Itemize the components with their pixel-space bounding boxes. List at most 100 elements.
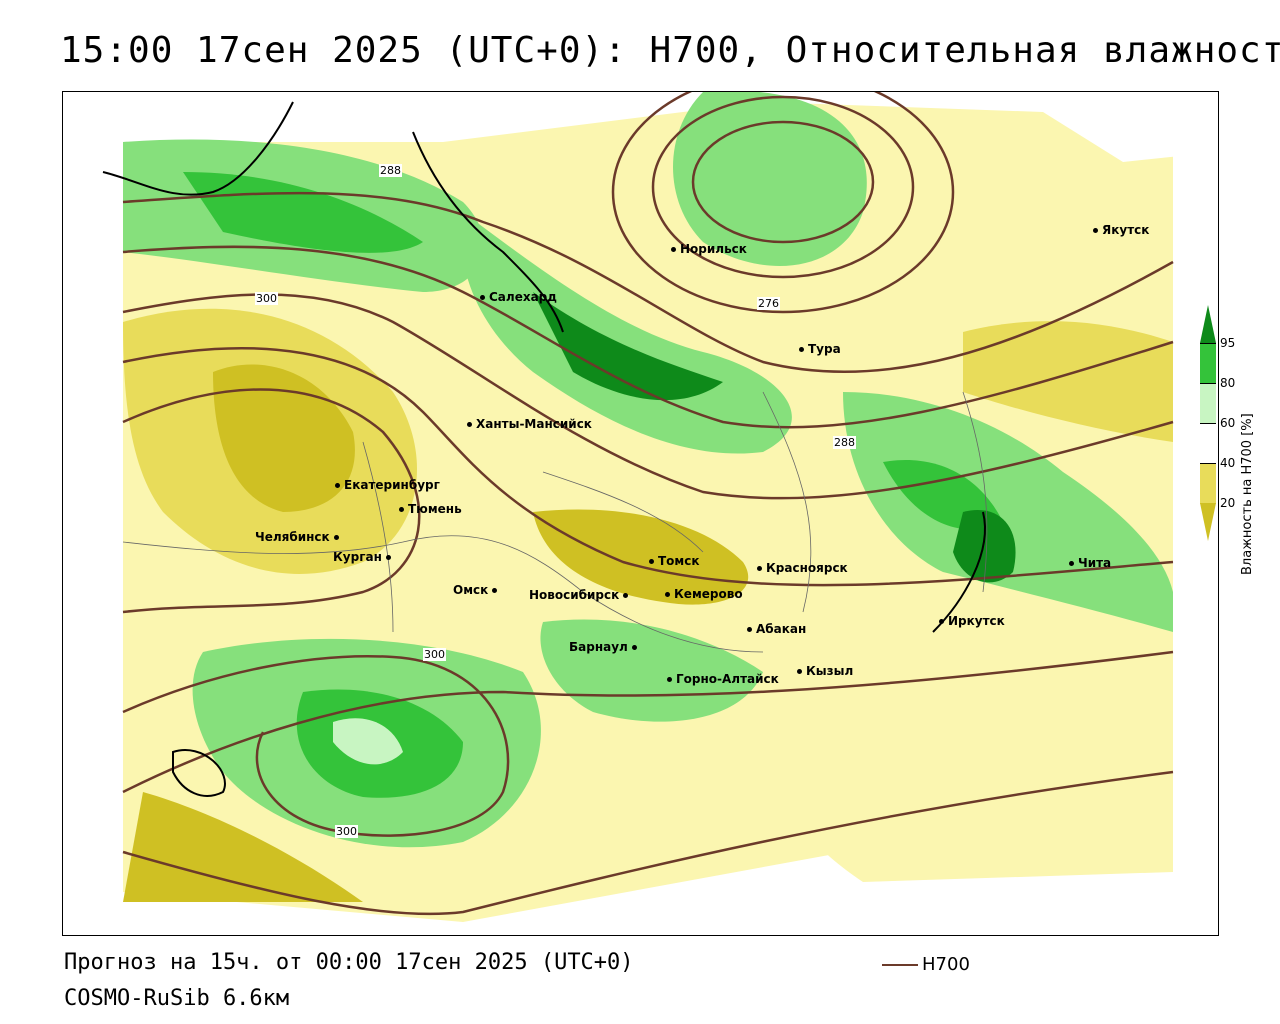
isoline <box>122 388 421 614</box>
city-marker[interactable]: Барнаул <box>569 640 641 654</box>
wet-core-west-siberia <box>533 292 723 401</box>
isoline-label: 300 <box>335 825 358 838</box>
light-zone-kazakhstan <box>333 718 403 765</box>
city-label: Тюмень <box>408 502 462 516</box>
isoline <box>122 191 1174 374</box>
no-data-north <box>63 92 1218 162</box>
coastline-ob-bay <box>412 131 564 333</box>
isoline-label: 300 <box>255 292 278 305</box>
isoline-label: 288 <box>833 436 856 449</box>
city-dot-icon <box>799 347 804 352</box>
isoline <box>122 346 1174 587</box>
humidity-field <box>63 92 1218 935</box>
city-dot-icon <box>623 593 629 598</box>
city-dot-icon <box>399 507 404 512</box>
city-label: Салехард <box>489 290 557 304</box>
map-title: 15:00 17сен 2025 (UTC+0): H700, Относите… <box>60 30 1280 71</box>
city-marker[interactable]: Омск <box>453 583 501 597</box>
city-label: Барнаул <box>569 640 628 654</box>
city-marker[interactable]: Салехард <box>480 290 557 304</box>
moist-zone-kara <box>673 92 867 266</box>
isoline <box>651 95 915 279</box>
city-marker[interactable]: Якутск <box>1093 223 1149 237</box>
city-label: Красноярск <box>766 561 848 575</box>
city-dot-icon <box>631 645 637 650</box>
isoline <box>611 92 955 314</box>
dry-zone-tomsk <box>533 509 749 605</box>
city-marker[interactable]: Тюмень <box>399 502 462 516</box>
city-dot-icon <box>649 559 654 564</box>
city-label: Екатеринбург <box>344 478 440 492</box>
wet-core-baikal <box>953 510 1016 583</box>
city-dot-icon <box>671 247 676 252</box>
isoline-label: 276 <box>757 297 780 310</box>
city-dot-icon <box>757 566 762 571</box>
scale-tick: 40 <box>1220 456 1236 470</box>
city-dot-icon <box>665 592 670 597</box>
scale-segment-80-95 <box>1200 343 1216 384</box>
caspian-sea <box>172 749 226 797</box>
city-marker[interactable]: Екатеринбург <box>335 478 440 492</box>
dry-zone-yakutia <box>963 321 1173 442</box>
scale-tick: 20 <box>1220 496 1236 510</box>
city-label: Абакан <box>756 622 807 636</box>
city-dot-icon <box>939 619 944 624</box>
city-label: Чита <box>1078 556 1112 570</box>
isoline <box>691 120 875 244</box>
scale-segment-40-60 <box>1200 423 1216 464</box>
city-label: Горно-Алтайск <box>676 672 779 686</box>
map-area[interactable]: 288 300 276 288 300 300 Якутск Норильск … <box>62 91 1219 936</box>
city-label: Иркутск <box>948 614 1005 628</box>
city-marker[interactable]: Иркутск <box>939 614 1005 628</box>
isoline <box>122 770 1174 916</box>
city-marker[interactable]: Тура <box>799 342 841 356</box>
city-dot-icon <box>335 483 340 488</box>
scale-title: Влажность на H700 [%] <box>1240 413 1255 575</box>
city-marker[interactable]: Курган <box>333 550 395 564</box>
city-dot-icon <box>492 588 498 593</box>
city-dot-icon <box>1069 561 1074 566</box>
wet-zone-northwest <box>183 172 423 253</box>
city-marker[interactable]: Чита <box>1069 556 1111 570</box>
city-label: Челябинск <box>255 530 330 544</box>
isoline <box>122 650 1174 794</box>
city-marker[interactable]: Абакан <box>747 622 806 636</box>
city-dot-icon <box>797 669 802 674</box>
city-label: Якутск <box>1102 223 1150 237</box>
city-label: Тура <box>808 342 841 356</box>
isoline <box>122 655 510 837</box>
no-data-south <box>123 792 1173 935</box>
scale-tick: 60 <box>1220 416 1236 430</box>
forecast-info: Прогноз на 15ч. от 00:00 17сен 2025 (UTC… <box>64 950 634 975</box>
moist-band-west-siberia <box>461 212 792 454</box>
city-marker[interactable]: Ханты-Мансийск <box>467 417 592 431</box>
city-marker[interactable]: Норильск <box>671 242 747 256</box>
isoline-swatch <box>882 964 918 966</box>
moist-zone-east-siberia <box>843 392 1173 632</box>
city-dot-icon <box>333 535 339 540</box>
city-marker[interactable]: Кызыл <box>797 664 853 678</box>
city-marker[interactable]: Челябинск <box>255 530 343 544</box>
city-label: Томск <box>658 554 700 568</box>
city-dot-icon <box>467 422 472 427</box>
city-marker[interactable]: Красноярск <box>757 561 848 575</box>
city-marker[interactable]: Кемерово <box>665 587 743 601</box>
scale-segment-20-40 <box>1200 463 1216 504</box>
dry-zone-southwest <box>123 792 363 902</box>
city-marker[interactable]: Томск <box>649 554 700 568</box>
isoline-legend: H700 <box>882 954 970 975</box>
city-marker[interactable]: Горно-Алтайск <box>667 672 779 686</box>
scale-top-arrow-icon <box>1200 305 1216 343</box>
city-label: Кемерово <box>674 587 743 601</box>
city-marker[interactable]: Новосибирск <box>529 588 632 602</box>
isoline-label: 288 <box>379 164 402 177</box>
no-data-west <box>63 92 123 935</box>
city-label: Кызыл <box>806 664 854 678</box>
isoline <box>122 245 1174 429</box>
scale-tick: 95 <box>1220 336 1236 350</box>
city-label: Курган <box>333 550 382 564</box>
isoline <box>122 293 1174 500</box>
very-dry-zone-urals <box>213 364 355 512</box>
humidity-color-scale: 95 80 60 40 20 Влажность на H700 [%] <box>1200 305 1270 595</box>
dry-zone-mongolia <box>763 703 1173 882</box>
